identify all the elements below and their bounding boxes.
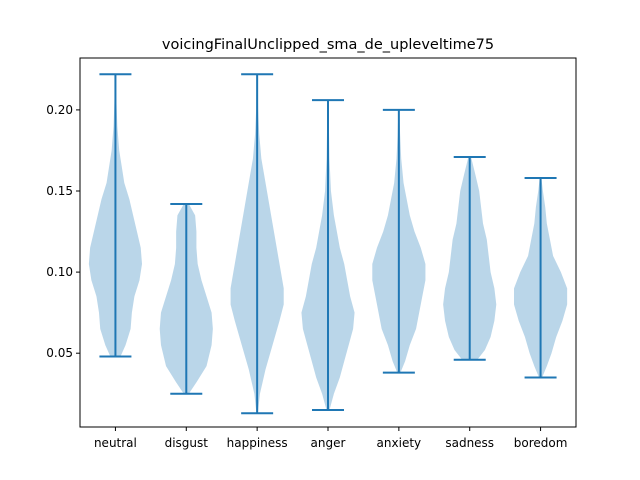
violin-group [88,73,568,415]
y-tick-label-0.15: 0.15 [46,184,73,198]
y-tick-label-0.05: 0.05 [46,346,73,360]
x-tick-label-sadness: sadness [445,436,494,450]
chart-title: voicingFinalUnclipped_sma_de_upleveltime… [162,37,494,53]
x-tick-label-happiness: happiness [227,436,288,450]
x-tick-label-boredom: boredom [514,436,568,450]
y-tick-label-0.20: 0.20 [46,103,73,117]
x-tick-label-anxiety: anxiety [377,436,422,450]
x-tick-label-neutral: neutral [94,436,137,450]
plot-frame [79,57,577,428]
x-tick-label-disgust: disgust [165,436,209,450]
y-tick-label-0.10: 0.10 [46,265,73,279]
tick-group: neutral disgust happiness anger anxiety sadne… [46,103,567,450]
x-tick-label-anger: anger [311,436,346,450]
